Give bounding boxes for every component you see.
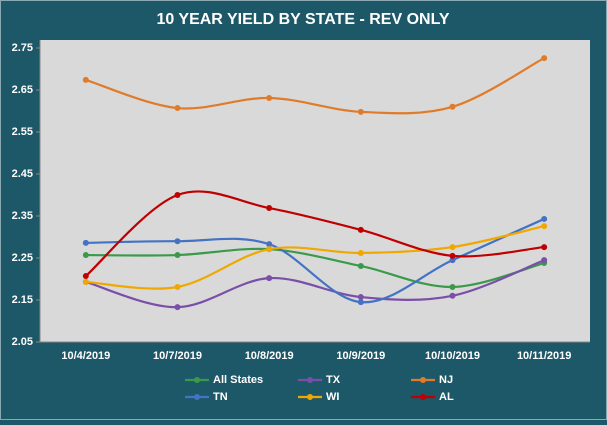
legend-marker	[420, 394, 426, 400]
data-point	[449, 257, 456, 264]
x-tick-label: 10/7/2019	[153, 350, 202, 362]
data-point	[266, 241, 273, 248]
chart-title: 10 YEAR YIELD BY STATE - REV ONLY	[156, 11, 449, 28]
plot-area	[40, 40, 590, 342]
data-point	[449, 252, 456, 259]
data-point	[449, 283, 456, 290]
data-point	[357, 108, 364, 115]
data-point	[266, 246, 273, 253]
series-line	[85, 225, 545, 290]
data-point	[174, 192, 181, 198]
y-tick-label: 2.45	[12, 168, 33, 180]
legend-label: WI	[326, 391, 339, 403]
data-point	[174, 238, 181, 245]
data-point	[357, 299, 364, 306]
data-point	[541, 55, 548, 62]
legend-label: TX	[326, 374, 341, 386]
legend-label: All States	[213, 374, 263, 386]
legend-marker	[194, 394, 200, 400]
data-point	[449, 292, 456, 299]
data-point	[449, 103, 456, 110]
y-tick-label: 2.35	[12, 210, 33, 222]
y-tick-label: 2.25	[12, 252, 33, 264]
legend-marker	[420, 377, 426, 383]
series-line	[85, 57, 545, 115]
legend-marker	[307, 377, 313, 383]
x-tick-label: 10/8/2019	[245, 350, 294, 362]
x-tick-label: 10/10/2019	[425, 350, 480, 362]
legend-label: TN	[213, 391, 228, 403]
legend-label: NJ	[439, 374, 453, 386]
data-point	[449, 244, 456, 251]
data-point	[357, 294, 364, 301]
data-point	[357, 226, 364, 233]
x-tick-label: 10/11/2019	[517, 350, 571, 362]
data-point	[174, 283, 181, 290]
data-point	[541, 257, 548, 264]
y-tick-label: 2.15	[12, 294, 33, 306]
data-point	[357, 262, 364, 269]
x-tick-label: 10/4/2019	[61, 350, 110, 362]
y-tick-label: 2.55	[12, 126, 33, 138]
legend-label: AL	[439, 391, 454, 403]
series-line	[85, 190, 545, 277]
x-tick-label: 10/9/2019	[336, 350, 385, 362]
y-tick-label: 2.75	[12, 42, 33, 54]
data-point	[357, 249, 364, 256]
data-point	[266, 275, 273, 282]
data-point	[82, 76, 89, 83]
data-point	[82, 278, 89, 285]
data-point	[541, 244, 548, 251]
data-point	[541, 215, 548, 222]
y-tick-label: 2.05	[12, 336, 33, 348]
data-point	[266, 94, 273, 101]
data-point	[82, 239, 89, 246]
legend-marker	[307, 394, 313, 400]
series-line	[85, 247, 545, 289]
data-point	[82, 273, 89, 280]
series-line	[85, 259, 545, 309]
data-point	[174, 252, 181, 259]
data-point	[174, 105, 181, 112]
series-line	[85, 217, 545, 304]
legend-marker	[194, 377, 200, 383]
data-point	[541, 223, 548, 230]
data-point	[266, 205, 273, 212]
data-point	[174, 304, 181, 311]
data-point	[82, 252, 89, 259]
y-tick-label: 2.65	[12, 84, 33, 96]
